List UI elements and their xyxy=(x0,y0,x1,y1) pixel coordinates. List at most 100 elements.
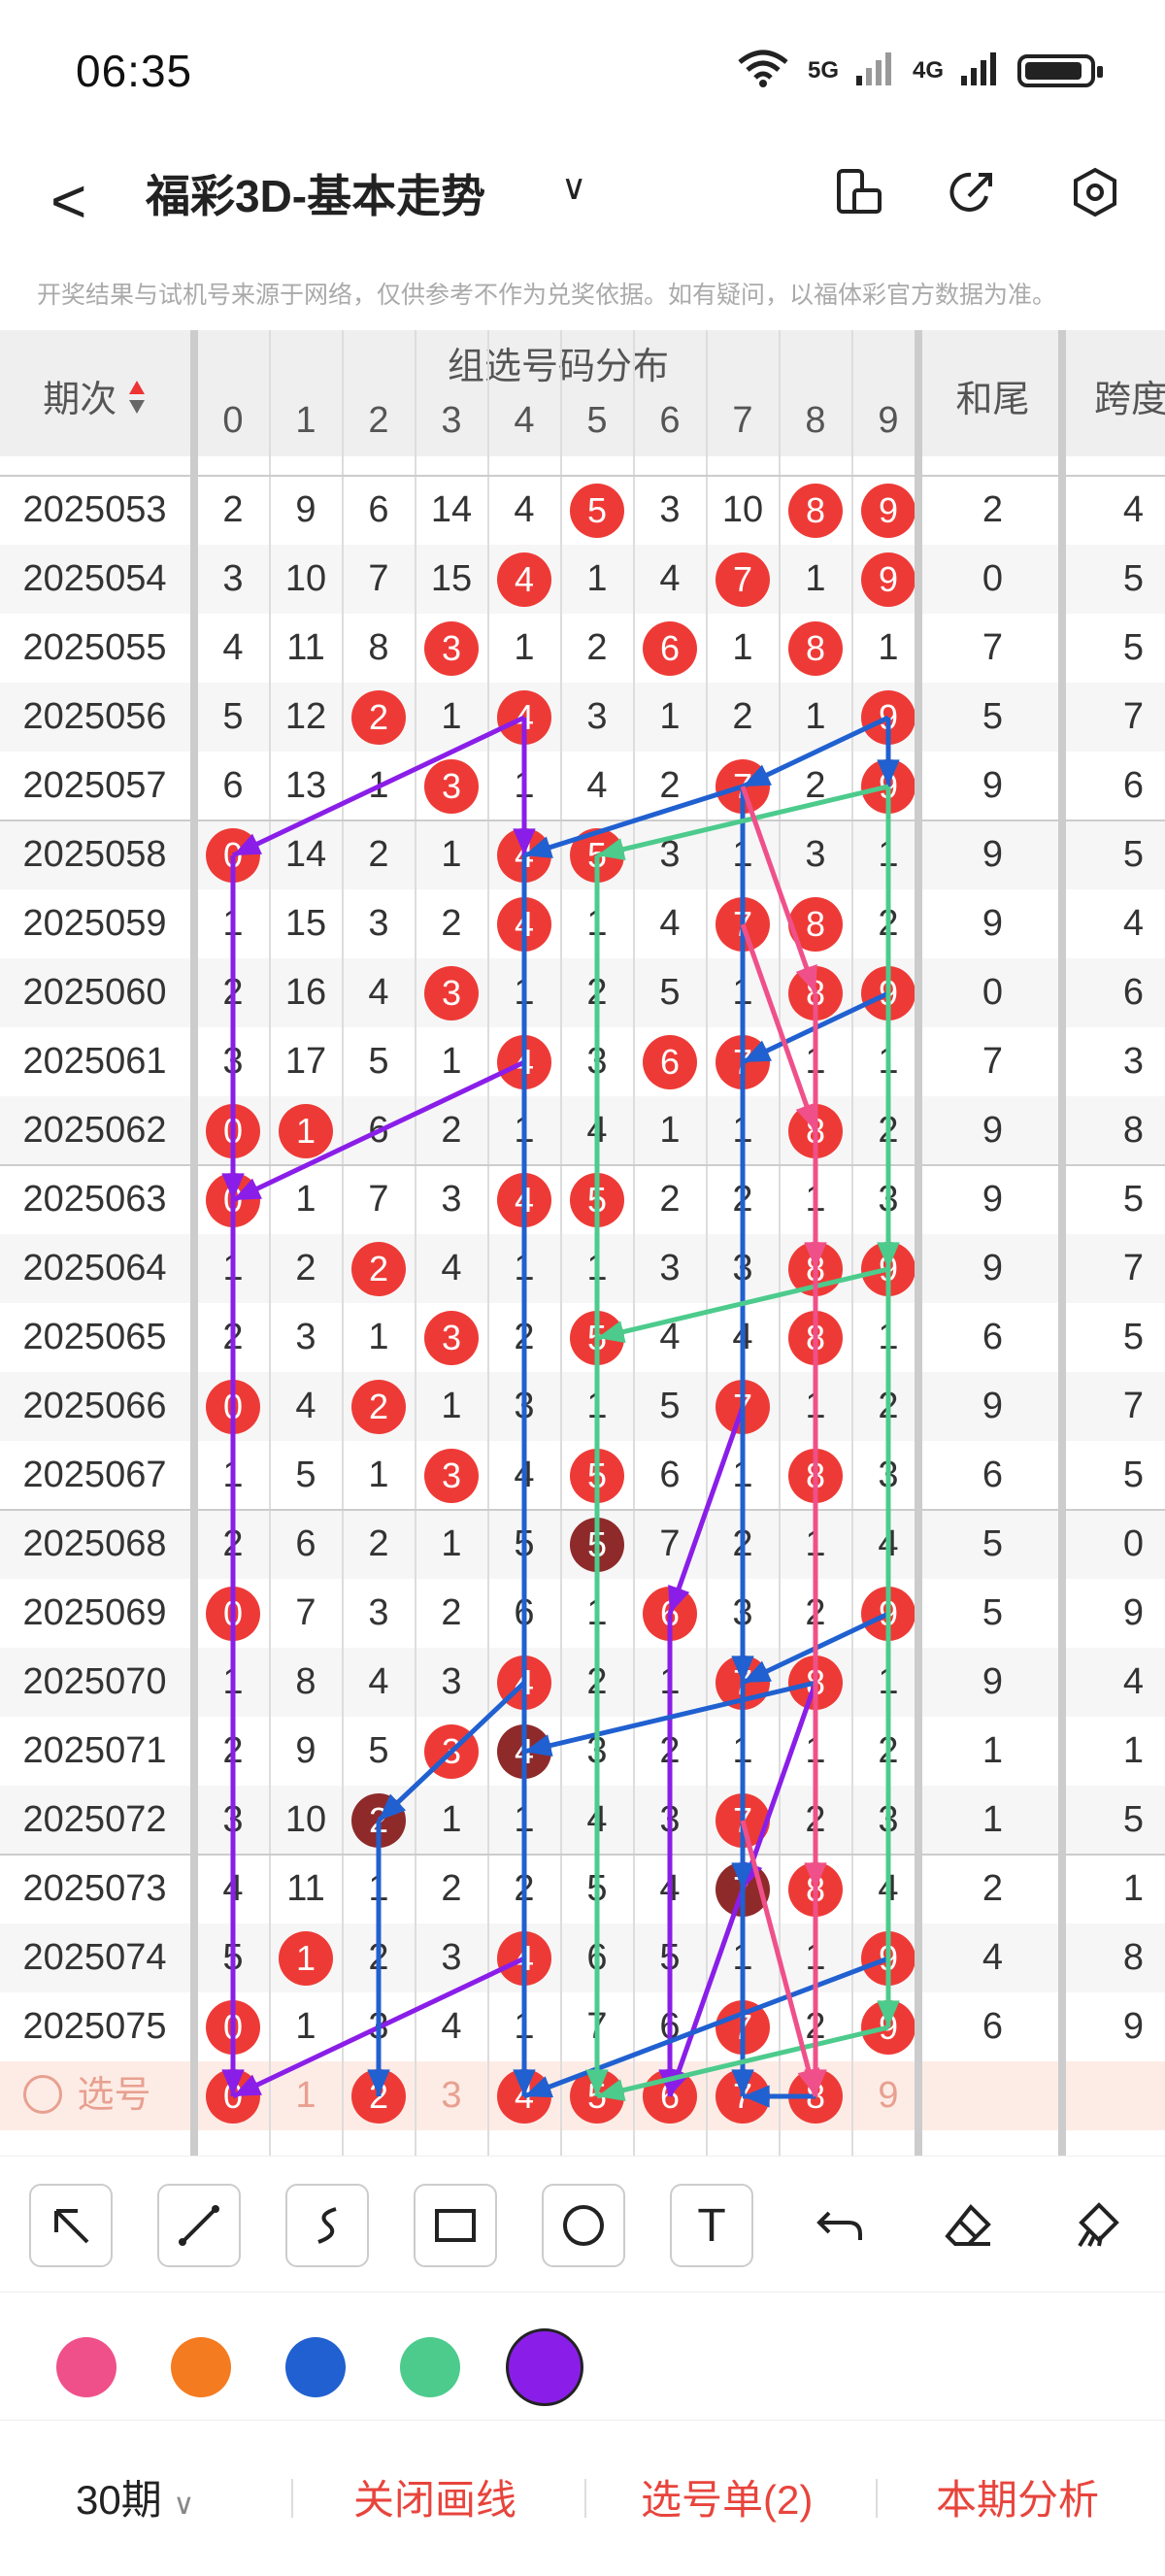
settings-icon[interactable] xyxy=(1066,163,1124,221)
miss-count: 11 xyxy=(286,1868,325,1909)
miss-count: 7 xyxy=(368,1179,389,1220)
kuadu-cell: 3 xyxy=(1122,1041,1145,1082)
period-header[interactable]: 期次 xyxy=(0,369,189,425)
table-row[interactable]: 2025062 0 1 6 2 1 4 1 1 8 2 9 8 xyxy=(0,1096,1165,1165)
grid-line xyxy=(190,330,198,2156)
table-row[interactable]: 2025075 0 1 3 4 1 7 6 7 2 9 6 9 xyxy=(0,1992,1165,2061)
miss-count: 2 xyxy=(659,1179,681,1220)
table-row[interactable]: 2025059 1 15 3 2 4 1 4 7 8 2 9 4 xyxy=(0,889,1165,958)
pick-radio-icon[interactable] xyxy=(23,2075,62,2114)
table-row[interactable]: 2025065 2 3 1 3 2 5 4 4 8 1 6 5 xyxy=(0,1303,1165,1372)
table-row[interactable]: 2025071 2 9 5 3 4 3 2 1 1 2 1 1 xyxy=(0,1717,1165,1786)
hewei-cell: 0 xyxy=(982,558,1004,599)
clear-all-icon[interactable] xyxy=(1054,2184,1138,2267)
table-row[interactable]: 2025068 2 6 2 1 5 5 7 2 1 4 5 0 xyxy=(0,1510,1165,1579)
pick-row[interactable]: 选号 0 1 2 3 4 5 6 7 8 9 xyxy=(0,2061,1165,2130)
miss-count: 4 xyxy=(295,1386,316,1426)
period-select[interactable]: 30期 ∨ xyxy=(76,2467,194,2526)
color-swatch[interactable] xyxy=(400,2337,460,2397)
table-row[interactable]: 2025066 0 4 2 1 3 1 5 7 1 2 9 7 xyxy=(0,1372,1165,1441)
sort-icon[interactable] xyxy=(127,379,147,425)
winning-ball: 8 xyxy=(788,897,843,952)
color-swatch[interactable] xyxy=(285,2337,346,2397)
grid-line xyxy=(487,330,489,2156)
miss-count: 1 xyxy=(805,1937,826,1978)
rect-tool-button[interactable] xyxy=(414,2184,497,2267)
eraser-icon[interactable] xyxy=(926,2184,1010,2267)
table-row[interactable]: 2025073 4 11 1 2 2 5 4 7 8 4 2 1 xyxy=(0,1855,1165,1924)
table-row[interactable]: 2025063 0 1 7 3 4 5 2 2 1 3 9 5 xyxy=(0,1165,1165,1234)
pick-number[interactable]: 3 xyxy=(441,2075,462,2116)
winning-ball: 4 xyxy=(497,1173,551,1227)
miss-count: 3 xyxy=(732,1592,753,1633)
hewei-cell: 9 xyxy=(982,1661,1004,1702)
miss-count: 2 xyxy=(878,1386,899,1426)
pick-number[interactable]: 9 xyxy=(878,2075,899,2116)
miss-count: 16 xyxy=(284,972,327,1013)
back-icon[interactable]: < xyxy=(50,166,87,236)
winning-ball: 9 xyxy=(861,1587,915,1641)
miss-count: 3 xyxy=(878,1455,899,1495)
miss-count: 1 xyxy=(514,1248,535,1288)
share-icon[interactable] xyxy=(944,163,1002,221)
miss-count: 5 xyxy=(659,972,681,1013)
digit-header-4: 4 xyxy=(514,400,535,441)
grid-line xyxy=(851,330,853,2156)
miss-count: 1 xyxy=(805,1179,826,1220)
rotate-screen-icon[interactable] xyxy=(829,163,887,221)
miss-count: 2 xyxy=(222,972,244,1013)
winning-ball: 9 xyxy=(861,690,915,745)
table-row[interactable]: 2025069 0 7 3 2 6 1 6 3 2 9 5 9 xyxy=(0,1579,1165,1648)
table-row[interactable]: 2025074 5 1 2 3 4 6 5 1 1 9 4 8 xyxy=(0,1924,1165,1992)
miss-count: 5 xyxy=(222,1937,244,1978)
miss-count: 6 xyxy=(659,2006,681,2047)
circle-tool-button[interactable] xyxy=(542,2184,625,2267)
table-row[interactable]: 2025061 3 17 5 1 4 3 6 7 1 1 7 3 xyxy=(0,1027,1165,1096)
pick-ball[interactable]: 5 xyxy=(570,2069,624,2124)
pick-ball[interactable]: 8 xyxy=(788,2069,843,2124)
table-row[interactable]: 2025072 3 10 2 1 1 4 3 7 2 3 1 5 xyxy=(0,1786,1165,1855)
pick-ball[interactable]: 0 xyxy=(206,2069,260,2124)
table-row[interactable]: 2025057 6 13 1 3 1 4 2 7 2 9 9 6 xyxy=(0,752,1165,820)
close-drawing-button[interactable]: 关闭画线 xyxy=(353,2477,517,2523)
miss-count: 5 xyxy=(586,1868,608,1909)
table-row[interactable]: 2025053 2 9 6 14 4 5 3 10 8 9 2 4 xyxy=(0,476,1165,545)
table-row[interactable]: 2025056 5 12 2 1 4 3 1 2 1 9 5 7 xyxy=(0,683,1165,752)
analysis-button[interactable]: 本期分析 xyxy=(936,2477,1100,2523)
miss-count: 1 xyxy=(732,972,753,1013)
color-swatch[interactable] xyxy=(171,2337,231,2397)
pick-number[interactable]: 1 xyxy=(295,2075,316,2116)
winning-ball: 7 xyxy=(716,1793,770,1848)
pick-ball[interactable]: 6 xyxy=(643,2069,697,2124)
undo-icon[interactable] xyxy=(798,2184,882,2267)
line-tool-button[interactable] xyxy=(157,2184,241,2267)
chevron-down-icon[interactable]: ∨ xyxy=(561,167,587,207)
selection-list-button[interactable]: 选号单(2) xyxy=(641,2477,814,2523)
pick-ball[interactable]: 2 xyxy=(351,2069,406,2124)
winning-ball: 8 xyxy=(788,484,843,538)
table-row[interactable]: 2025055 4 11 8 3 1 2 6 1 8 1 7 5 xyxy=(0,614,1165,683)
winning-ball: 5 xyxy=(570,1518,624,1572)
pick-ball[interactable]: 7 xyxy=(716,2069,770,2124)
pick-ball[interactable]: 4 xyxy=(497,2069,551,2124)
miss-count: 6 xyxy=(586,1937,608,1978)
text-tool-button[interactable]: T xyxy=(670,2184,753,2267)
table-row[interactable]: 2025067 1 5 1 3 4 5 6 1 8 3 6 5 xyxy=(0,1441,1165,1510)
curve-tool-button[interactable] xyxy=(285,2184,369,2267)
table-row[interactable]: 2025064 1 2 2 4 1 1 3 3 8 9 9 7 xyxy=(0,1234,1165,1303)
winning-ball: 7 xyxy=(716,1862,770,1917)
grid-header: 期次 组选号码分布 0 1 2 3 4 5 6 7 8 9 和尾 跨度 xyxy=(0,330,1165,456)
page-title[interactable]: 福彩3D-基本走势 xyxy=(146,171,486,221)
miss-count: 6 xyxy=(222,765,244,806)
table-row[interactable]: 2025054 3 10 7 15 4 1 4 7 1 9 0 5 xyxy=(0,545,1165,614)
arrow-tool-button[interactable] xyxy=(29,2184,113,2267)
table-row[interactable]: 2025070 1 8 4 3 4 2 1 7 8 1 9 4 xyxy=(0,1648,1165,1717)
color-swatch[interactable] xyxy=(506,2328,583,2406)
table-row[interactable]: 2025058 0 14 2 1 4 5 3 1 3 1 9 5 xyxy=(0,820,1165,889)
color-swatch[interactable] xyxy=(56,2337,116,2397)
winning-ball: 9 xyxy=(861,1242,915,1296)
kuadu-cell: 9 xyxy=(1122,2006,1145,2047)
table-row[interactable]: 2025060 2 16 4 3 1 2 5 1 8 9 0 6 xyxy=(0,958,1165,1027)
pick-label[interactable]: 选号 xyxy=(77,2075,151,2116)
